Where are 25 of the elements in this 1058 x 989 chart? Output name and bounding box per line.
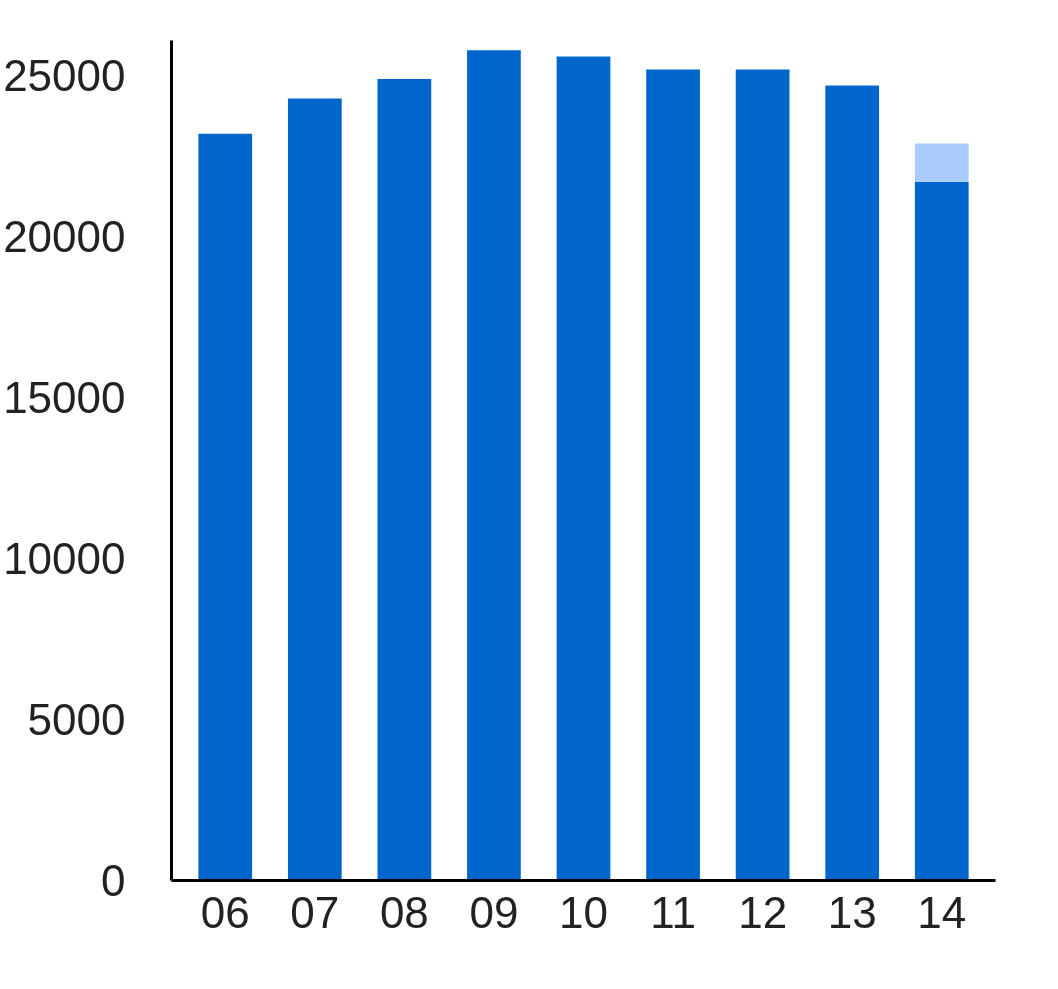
- y-tick-label: 5000: [27, 695, 126, 745]
- x-tick-label: 06: [200, 887, 250, 937]
- y-tick-label: 25000: [3, 51, 126, 101]
- x-tick-label: 10: [559, 887, 608, 937]
- bar: [467, 50, 521, 881]
- y-tick-label: 15000: [3, 373, 126, 423]
- bar: [825, 85, 880, 881]
- y-tick-label: 10000: [3, 534, 126, 584]
- x-tick-label: 12: [738, 887, 788, 937]
- bar: [646, 69, 700, 881]
- bar: [735, 69, 790, 881]
- bar: [556, 56, 611, 881]
- bar: [377, 79, 432, 881]
- x-tick-label: 07: [290, 887, 340, 937]
- x-tick-label: 13: [827, 887, 877, 937]
- bar: [287, 98, 342, 881]
- bar: [914, 143, 969, 183]
- y-tick-label: 20000: [3, 212, 126, 262]
- bar: [198, 133, 253, 881]
- x-tick-label: 09: [469, 887, 519, 937]
- x-tick-label: 14: [917, 887, 967, 937]
- bar: [914, 182, 969, 881]
- x-tick-label: 08: [379, 887, 429, 937]
- x-tick-label: 11: [650, 887, 696, 937]
- y-tick-label: 0: [101, 856, 126, 905]
